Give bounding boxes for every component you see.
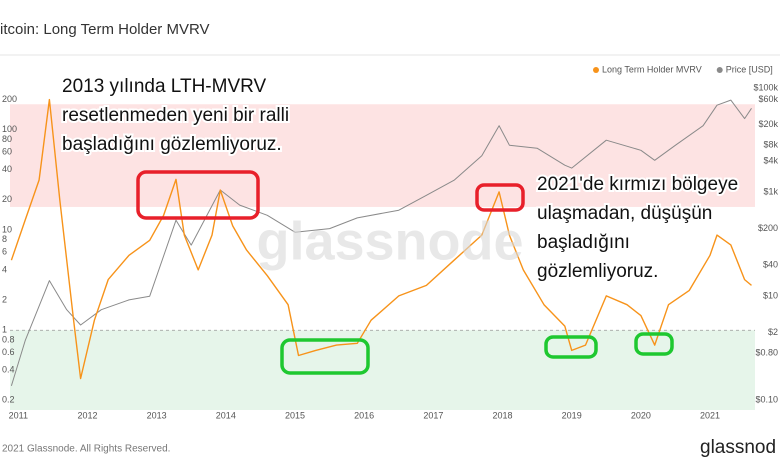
footer: 2021 Glassnode. All Rights Reserved. bbox=[2, 444, 170, 455]
y-tick-label: 200 bbox=[2, 94, 17, 104]
watermark: glassnode bbox=[256, 211, 523, 271]
x-tick-label: 2012 bbox=[77, 410, 97, 420]
y-tick-label: 0.4 bbox=[2, 364, 15, 374]
y-tick-label: 0.8 bbox=[2, 334, 15, 344]
y2-tick-label: $100k bbox=[753, 83, 778, 93]
y2-tick-label: $0.80 bbox=[755, 348, 778, 358]
y2-tick-label: $2 bbox=[768, 327, 778, 337]
annotation-text: başladığını gözlemliyoruz. bbox=[62, 134, 282, 155]
annotation-text: başladığını bbox=[537, 232, 630, 253]
zone-band bbox=[10, 104, 755, 207]
x-tick-label: 2014 bbox=[216, 410, 236, 420]
legend-swatch bbox=[716, 67, 723, 73]
y2-tick-label: $0.10 bbox=[755, 395, 778, 405]
y-tick-label: 4 bbox=[2, 264, 7, 274]
y2-tick-label: $40 bbox=[763, 259, 778, 269]
y2-tick-label: $4k bbox=[763, 155, 778, 165]
plot bbox=[10, 98, 752, 386]
x-tick-label: 2013 bbox=[147, 410, 167, 420]
x-tick-label: 2019 bbox=[562, 410, 582, 420]
x-tick-label: 2015 bbox=[285, 410, 305, 420]
annotation-text: gözlemliyoruz. bbox=[537, 261, 658, 282]
annotations: 2013 yılında LTH-MVRV resetlenmeden yeni … bbox=[60, 74, 740, 284]
x-tick-label: 2011 bbox=[9, 410, 28, 420]
annotation-text: resetlenmeden yeni bir ralli bbox=[62, 105, 289, 126]
highlight-box bbox=[475, 183, 525, 212]
y-tick-label: 80 bbox=[2, 134, 12, 144]
annotation-text: 2013 yılında LTH-MVRV bbox=[62, 76, 266, 97]
series-line bbox=[10, 99, 752, 386]
annotation-text: ulaşmadan, düşüşün bbox=[537, 203, 712, 224]
x-tick-label: 2017 bbox=[423, 410, 443, 420]
y-tick-label: 0.6 bbox=[2, 347, 15, 357]
zone-band bbox=[10, 330, 755, 410]
x-tick-label: 2021 bbox=[700, 410, 720, 420]
series-line bbox=[10, 98, 752, 380]
y-tick-label: 2 bbox=[2, 294, 7, 304]
bands bbox=[10, 104, 755, 410]
highlight-box bbox=[544, 335, 598, 359]
highlight-box bbox=[280, 338, 370, 375]
y-tick-label: 20 bbox=[2, 194, 12, 204]
y-tick-label: 6 bbox=[2, 247, 7, 257]
y-tick-label: 8 bbox=[2, 234, 7, 244]
y2-tick-label: $60k bbox=[758, 94, 778, 104]
legend-swatch bbox=[593, 67, 599, 73]
y-tick-label: 1 bbox=[2, 325, 7, 335]
legend-label: Price [USD] bbox=[726, 64, 773, 74]
y-tick-label: 40 bbox=[2, 164, 12, 174]
y-tick-label: 60 bbox=[2, 146, 12, 156]
y-tick-label: 100 bbox=[2, 124, 17, 134]
x-tick-label: 2018 bbox=[493, 410, 513, 420]
y-tick-label: 10 bbox=[2, 224, 12, 234]
y2-tick-label: $20k bbox=[758, 119, 778, 129]
y2-tick-label: $1k bbox=[763, 187, 778, 197]
y2-tick-label: $8k bbox=[763, 140, 778, 150]
x-tick-label: 2020 bbox=[631, 410, 651, 420]
logo: glassnod bbox=[700, 437, 776, 458]
chart-title: itcoin: Long Term Holder MVRV bbox=[0, 21, 210, 38]
y2-tick-label: $10 bbox=[763, 291, 778, 301]
legend-label: Long Term Holder MVRV bbox=[602, 64, 702, 74]
y-tick-label: 0.2 bbox=[2, 395, 15, 405]
y2-tick-label: $200 bbox=[758, 223, 778, 233]
x-tick-label: 2016 bbox=[354, 410, 374, 420]
annotation-text: 2021'de kırmızı bölgeye bbox=[537, 174, 738, 195]
highlight-box bbox=[634, 332, 674, 356]
highlight-box bbox=[136, 170, 260, 220]
